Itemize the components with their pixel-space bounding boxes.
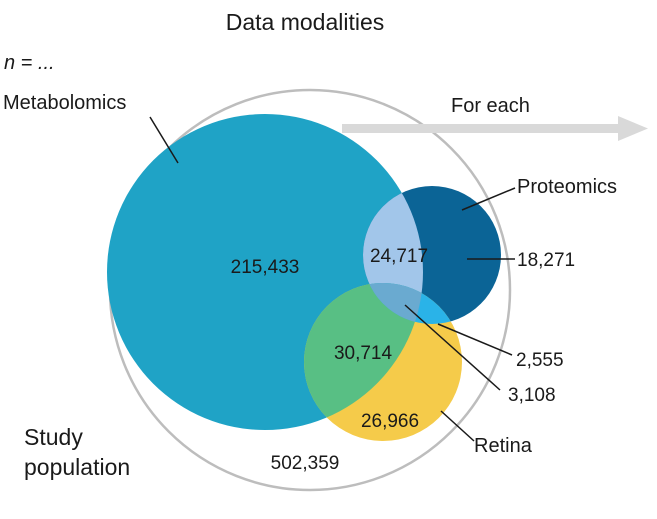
n-label: n = ... xyxy=(4,52,55,74)
metabolomics-proteomics-count: 24,717 xyxy=(370,246,428,267)
retina-only-count: 26,966 xyxy=(361,411,419,432)
leader-lines xyxy=(149,116,516,442)
proteomics-retina-count: 2,555 xyxy=(516,350,564,371)
metabolomics-retina-count: 30,714 xyxy=(334,343,393,364)
proteomics-label: Proteomics xyxy=(517,176,617,198)
proteomics-retina-leader xyxy=(437,323,513,356)
all-three-count: 3,108 xyxy=(508,385,556,406)
study-population-count: 502,359 xyxy=(271,453,340,474)
all-three-leader xyxy=(404,304,501,391)
metabolomics-only-count: 215,433 xyxy=(231,257,300,278)
proteomics-leader xyxy=(461,187,516,211)
study-population-label-line1: Study xyxy=(24,424,83,450)
proteomics-retina-overlap xyxy=(363,283,462,324)
proteomics-only-count: 18,271 xyxy=(517,250,575,271)
diagram-title: Data modalities xyxy=(226,9,385,35)
metabolomics-leader xyxy=(149,116,179,164)
retina-label: Retina xyxy=(474,435,533,457)
study-population-label-line2: population xyxy=(24,454,130,480)
retina-leader xyxy=(440,410,475,442)
for-each-label: For each xyxy=(451,95,530,117)
metabolomics-label: Metabolomics xyxy=(3,92,126,114)
for-each-arrow xyxy=(342,116,648,141)
